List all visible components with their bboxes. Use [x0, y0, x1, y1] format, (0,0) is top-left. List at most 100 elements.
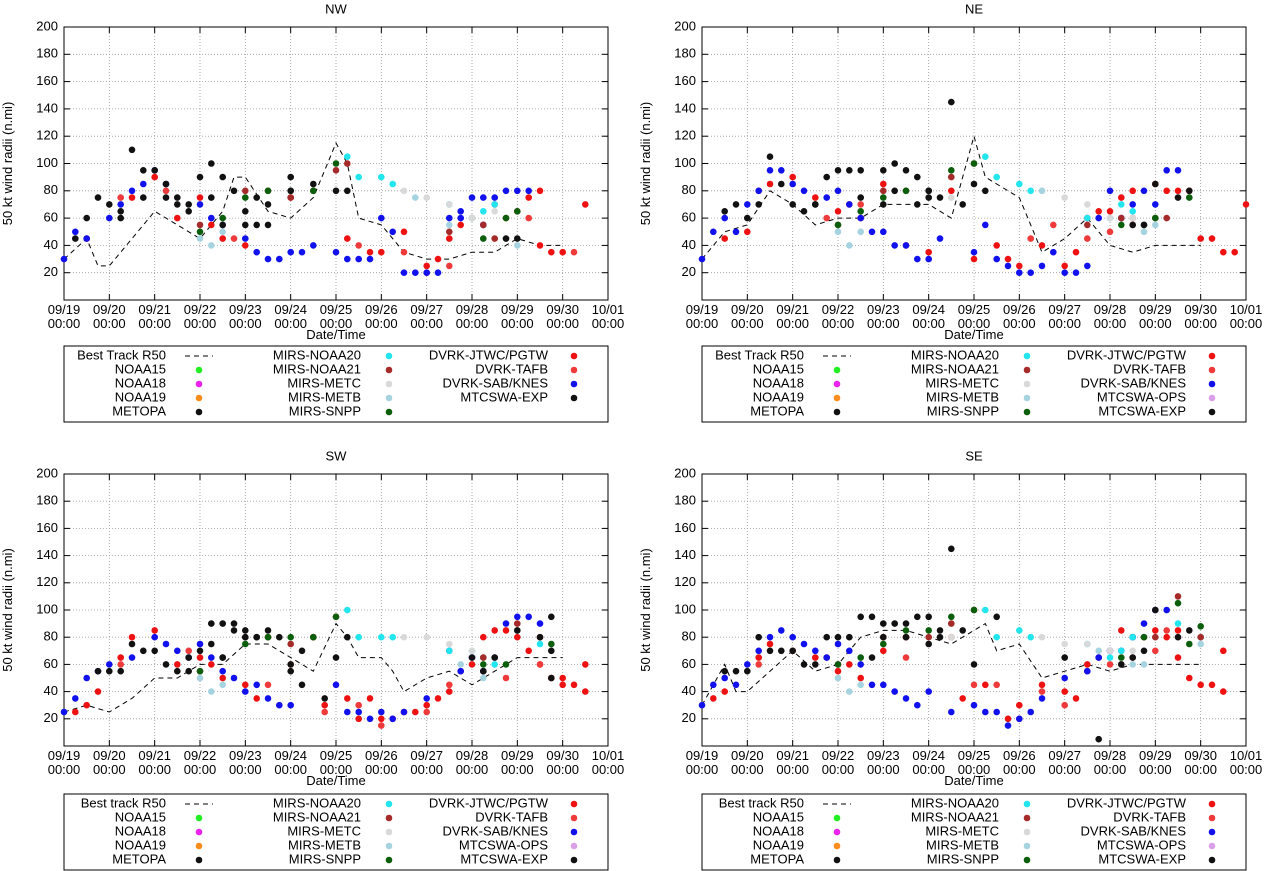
point-dvrk-sab-knes [936, 235, 944, 242]
legend-label: MTCSWA-EXP [1098, 851, 1186, 866]
point-mtcswa-exp [253, 633, 260, 641]
legend-dot-swatch [1208, 856, 1216, 864]
point-dvrk-sab-knes [457, 214, 465, 222]
point-mirs-noaa20 [1016, 180, 1023, 188]
point-dvrk-jtwc-pgtw [446, 235, 453, 242]
point-mtcswa-exp [185, 667, 192, 675]
legend-dot-swatch [570, 800, 578, 808]
legend-label: MIRS-METB [288, 389, 361, 404]
point-dvrk-sab-knes [253, 681, 260, 689]
point-dvrk-jtwc-pgtw [1106, 208, 1114, 215]
point-mirs-metb [1152, 221, 1159, 229]
point-dvrk-sab-knes [1050, 248, 1057, 256]
point-mtcswa-exp [219, 173, 226, 181]
y-tick-label: 40 [682, 237, 696, 252]
point-dvrk-jtwc-pgtw [457, 221, 465, 229]
point-dvrk-sab-knes [1152, 201, 1159, 208]
legend-label: NOAA19 [115, 389, 166, 404]
point-mirs-noaa20 [378, 633, 385, 641]
legend-label: NOAA18 [115, 375, 166, 390]
point-mtcswa-exp [880, 167, 887, 174]
point-dvrk-sab-knes [366, 715, 374, 723]
panel-nw: NW 200 180 160 140 120 100 80 60 40 20 09/19 00:00 09… [0, 1, 624, 423]
point-mirs-noaa20 [1106, 654, 1114, 661]
legend-dot-swatch [1208, 394, 1216, 402]
point-dvrk-jtwc-pgtw [117, 654, 124, 661]
legend-label: NOAA18 [753, 823, 804, 838]
point-dvrk-sab-knes [196, 201, 204, 208]
point-mirs-snpp [902, 187, 910, 195]
point-dvrk-sab-knes [710, 681, 717, 689]
point-mirs-noaa20 [993, 633, 1000, 641]
point-dvrk-sab-knes [72, 228, 79, 236]
point-dvrk-sab-knes [276, 701, 283, 709]
legend-dot-swatch [1023, 856, 1031, 864]
point-mtcswa-exp [1174, 194, 1182, 201]
point-mtcswa-exp [755, 633, 762, 641]
legend-dot-swatch [570, 828, 578, 836]
x-tick-label: 09/29 00:00 [501, 302, 534, 331]
y-tick-label: 200 [674, 465, 696, 480]
point-dvrk-jtwc-pgtw [970, 255, 978, 263]
point-mtcswa-exp [140, 167, 147, 174]
x-tick-label: 10/01 00:00 [592, 748, 625, 777]
point-dvrk-sab-knes [891, 242, 898, 249]
point-dvrk-jtwc-pgtw [1174, 627, 1182, 634]
point-mirs-snpp [1152, 214, 1159, 222]
legend-label: DVRK-JTWC/PGTW [429, 347, 549, 362]
point-mtcswa-exp [721, 667, 728, 675]
x-tick-label: 09/21 00:00 [776, 748, 809, 777]
legend-label: DVRK-SAB/KNES [1081, 823, 1187, 838]
point-mirs-metc [1038, 633, 1046, 641]
y-tick-label: 100 [674, 155, 696, 170]
legend-dot-swatch [833, 814, 841, 822]
point-dvrk-sab-knes [253, 248, 260, 256]
point-mtcswa-exp [993, 613, 1000, 621]
point-dvrk-jtwc-pgtw [1129, 187, 1136, 195]
point-dvrk-sab-knes [276, 255, 283, 263]
legend-dot-swatch [195, 394, 203, 402]
point-mirs-snpp [480, 661, 487, 668]
point-mirs-noaa20 [993, 173, 1000, 181]
x-tick-label: 09/25 00:00 [958, 302, 991, 331]
legend-dot-swatch [833, 380, 841, 388]
point-mtcswa-exp [789, 201, 796, 208]
point-mtcswa-exp [914, 201, 921, 208]
x-tick-label: 09/21 00:00 [138, 302, 171, 331]
point-dvrk-jtwc-pgtw [83, 701, 90, 709]
point-mtcswa-exp [982, 187, 989, 195]
point-dvrk-jtwc-pgtw [582, 201, 589, 208]
point-dvrk-tafb [1038, 688, 1046, 695]
legend-dot-swatch [1023, 800, 1031, 808]
point-dvrk-jtwc-pgtw [1197, 681, 1204, 689]
point-dvrk-sab-knes [698, 255, 706, 263]
x-tick-label: 09/29 00:00 [1139, 748, 1172, 777]
point-dvrk-sab-knes [925, 255, 932, 263]
point-dvrk-tafb [446, 262, 453, 270]
point-dvrk-tafb [446, 681, 453, 689]
point-dvrk-jtwc-pgtw [789, 173, 796, 181]
y-tick-label: 120 [674, 128, 696, 143]
point-dvrk-jtwc-pgtw [446, 688, 453, 695]
point-mirs-noaa20 [446, 647, 453, 655]
point-dvrk-sab-knes [778, 167, 785, 174]
point-dvrk-sab-knes [948, 708, 955, 716]
point-mtcswa-exp [548, 674, 555, 682]
point-mirs-noaa20 [536, 640, 544, 648]
point-mtcswa-exp [732, 201, 740, 208]
point-mirs-snpp [880, 194, 887, 201]
point-mtcswa-exp [1129, 221, 1136, 229]
x-tick-label: 09/24 00:00 [912, 748, 945, 777]
point-mirs-metb [457, 661, 465, 668]
point-mtcswa-exp [1118, 661, 1125, 668]
point-mirs-snpp [834, 661, 842, 668]
point-mtcswa-exp [162, 180, 170, 188]
point-dvrk-jtwc-pgtw [857, 674, 864, 682]
point-dvrk-tafb [823, 214, 830, 222]
point-mtcswa-exp [242, 627, 249, 634]
point-mtcswa-exp [491, 654, 499, 661]
legend-label: DVRK-JTWC/PGTW [1067, 795, 1187, 810]
point-mtcswa-exp [880, 633, 887, 641]
point-mirs-snpp [834, 221, 842, 229]
point-dvrk-sab-knes [434, 269, 442, 277]
